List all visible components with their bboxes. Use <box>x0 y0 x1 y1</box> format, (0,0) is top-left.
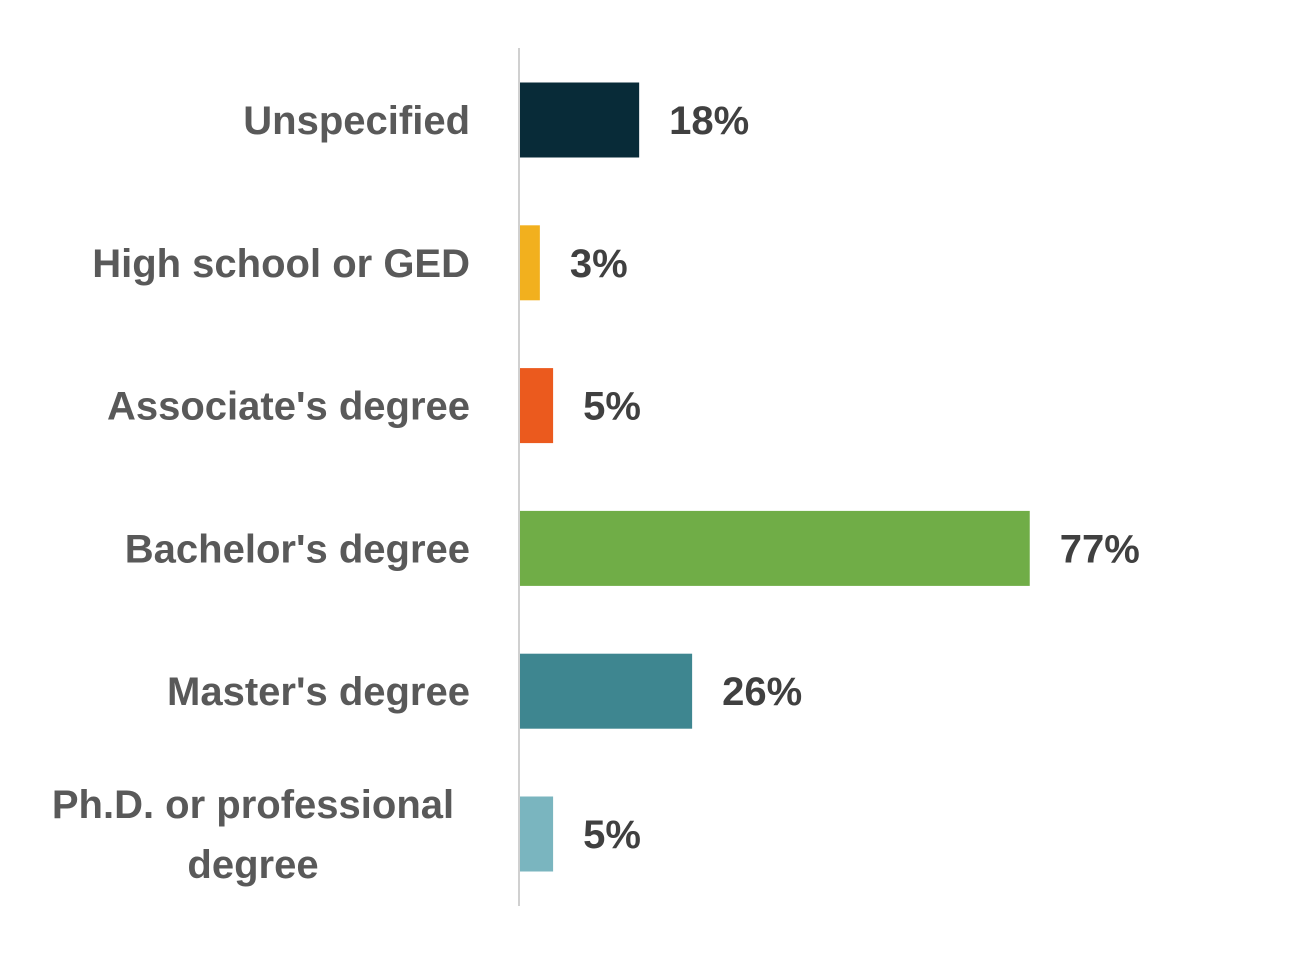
bar-5 <box>520 796 554 872</box>
bar-4 <box>520 653 693 729</box>
value-label-4: 26% <box>722 670 802 714</box>
value-label-3: 77% <box>1060 527 1140 571</box>
bar-2 <box>520 368 554 444</box>
labels-layer: 18% Unspecified 3% High school or GED 5% Asso… <box>52 99 1140 887</box>
bars-layer <box>520 82 1030 872</box>
value-label-1: 3% <box>570 242 628 286</box>
category-label-0: Unspecified <box>243 99 470 143</box>
bar-1 <box>520 225 540 301</box>
category-label-5-line-1: degree <box>187 843 318 887</box>
value-label-0: 18% <box>669 99 749 143</box>
category-label-5: Ph.D. or professional degree <box>52 783 454 887</box>
value-label-5: 5% <box>583 813 641 857</box>
category-label-4: Master's degree <box>167 670 470 714</box>
category-label-5-line-0: Ph.D. or professional <box>52 783 454 827</box>
category-label-1: High school or GED <box>92 242 470 286</box>
value-label-2: 5% <box>583 385 641 429</box>
category-label-3: Bachelor's degree <box>125 527 470 571</box>
bar-0 <box>520 82 640 158</box>
category-label-2: Associate's degree <box>107 385 470 429</box>
bar-3 <box>520 510 1030 586</box>
